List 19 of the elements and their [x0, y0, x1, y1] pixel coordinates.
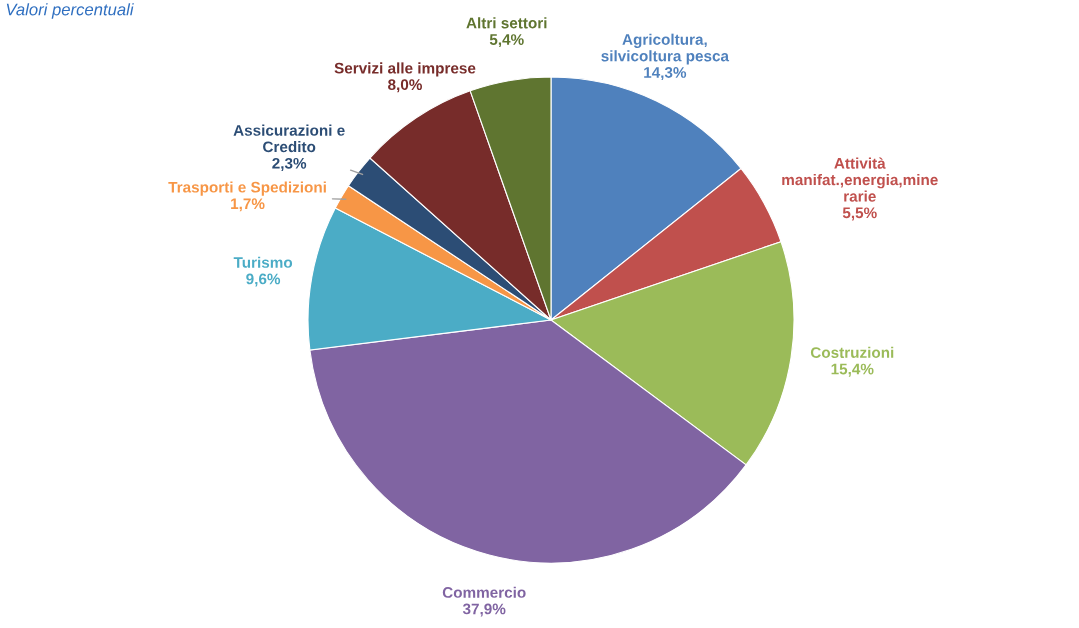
data-label: 5,5%	[842, 207, 877, 221]
slice-label: Commercio	[442, 586, 526, 598]
slice-label: Costruzioni	[810, 346, 894, 358]
data-label: 37,9%	[462, 603, 506, 617]
slice-label: Agricoltura, silvicoltura pesca	[601, 33, 730, 65]
data-label: 2,3%	[272, 157, 307, 171]
slice-label: Assicurazioni e Credito	[233, 124, 345, 153]
data-label: 14,3%	[644, 67, 687, 81]
slice-label: Trasporti e Spedizioni	[168, 181, 326, 196]
slice-label: Turismo	[233, 256, 293, 268]
chart-title: Valori percentuali	[6, 3, 134, 19]
slice-label: Altri settori	[466, 17, 547, 29]
data-label: 15,4%	[831, 363, 874, 377]
slice-label: Servizi alle imprese	[334, 62, 476, 77]
data-label: 5,4%	[489, 34, 524, 48]
slice-label: Attività manifat.,energia,mine rarie	[782, 157, 938, 202]
data-label: 9,6%	[246, 273, 281, 287]
data-label: 1,7%	[231, 198, 265, 212]
data-label: 8,0%	[388, 79, 422, 93]
